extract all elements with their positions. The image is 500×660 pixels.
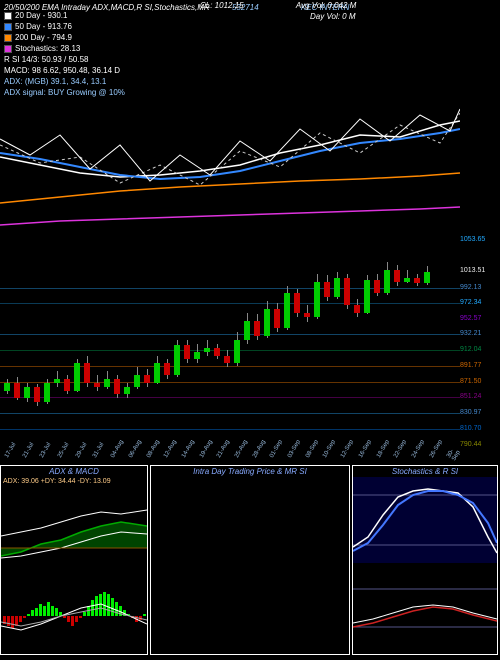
macd-label: MACD: 98 6.62, 950.48, 36.14 D xyxy=(4,65,125,76)
ema20-label: 20 Day - 930.1 xyxy=(15,11,67,20)
adx-readout: ADX: 39.06 +DY: 34.44 -DY: 13.09 xyxy=(1,477,147,486)
day-vol: Day Vol: 0 M xyxy=(310,12,356,21)
ema200-label: 200 Day - 794.9 xyxy=(15,33,72,42)
close-price: CL: 1012.15 xyxy=(200,1,244,10)
avg-vol: Avg Vol: 0.042 M xyxy=(296,1,356,10)
stoch-label: Stochastics: 28.13 xyxy=(15,44,80,53)
adx-label: ADX: (MGB) 39.1, 34.4, 13.1 xyxy=(4,76,125,87)
legend: 20 Day - 930.1 50 Day - 913.76 200 Day -… xyxy=(4,10,125,98)
candlestick-chart xyxy=(0,235,460,445)
adx-macd-panel: ADX & MACD ADX: 39.06 +DY: 34.44 -DY: 13… xyxy=(0,465,148,655)
rsi-label: R SI 14/3: 50.93 / 50.58 xyxy=(4,54,125,65)
intra-title: Intra Day Trading Price & MR SI xyxy=(151,466,349,477)
stochastics-panel: Stochastics & R SI xyxy=(352,465,498,655)
adx-title: ADX & MACD xyxy=(1,466,147,477)
ema50-label: 50 Day - 913.76 xyxy=(15,22,72,31)
bottom-panels: ADX & MACD ADX: 39.06 +DY: 34.44 -DY: 13… xyxy=(0,465,500,655)
price-axis: 1053.651013.51992.13972.34952.57932.2191… xyxy=(460,235,500,445)
date-axis: 17-Jul21-Jul23-Jul25-Jul29-Jul31-Jul04-A… xyxy=(0,448,460,460)
stoch-title: Stochastics & R SI xyxy=(353,466,497,477)
indicator-chart xyxy=(0,95,460,230)
intraday-panel: Intra Day Trading Price & MR SI xyxy=(150,465,350,655)
